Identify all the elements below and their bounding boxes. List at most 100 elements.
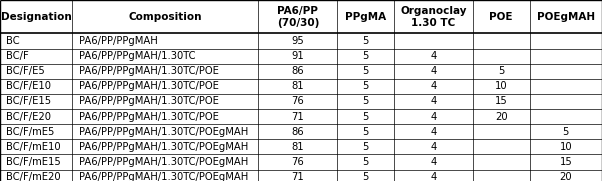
Text: PA6/PP/PPgMAH: PA6/PP/PPgMAH — [78, 36, 157, 46]
Text: 20: 20 — [495, 112, 507, 122]
Text: 20: 20 — [559, 172, 572, 181]
Text: BC/F/mE10: BC/F/mE10 — [6, 142, 61, 152]
Bar — [473, 0, 530, 33]
Text: BC/F/E15: BC/F/E15 — [6, 96, 51, 106]
Bar — [72, 94, 258, 109]
Text: 5: 5 — [362, 127, 369, 137]
Bar — [337, 64, 394, 79]
Bar — [337, 33, 394, 49]
Bar — [72, 79, 258, 94]
Bar — [473, 170, 530, 181]
Bar — [258, 94, 337, 109]
Text: 5: 5 — [498, 66, 504, 76]
Bar — [337, 49, 394, 64]
Text: PA6/PP/PPgMAH/1.30TC/POE: PA6/PP/PPgMAH/1.30TC/POE — [78, 81, 219, 91]
Bar — [530, 0, 602, 33]
Text: 76: 76 — [291, 96, 304, 106]
Bar — [394, 170, 473, 181]
Bar — [473, 139, 530, 154]
Text: PA6/PP/PPgMAH/1.30TC/POE: PA6/PP/PPgMAH/1.30TC/POE — [78, 112, 219, 122]
Bar — [258, 0, 337, 33]
Bar — [337, 0, 394, 33]
Bar — [337, 139, 394, 154]
Text: 4: 4 — [430, 66, 436, 76]
Text: Composition: Composition — [129, 12, 202, 22]
Bar — [258, 139, 337, 154]
Text: BC/F/mE20: BC/F/mE20 — [6, 172, 61, 181]
Bar — [394, 124, 473, 139]
Text: 10: 10 — [559, 142, 572, 152]
Bar — [72, 154, 258, 170]
Text: 86: 86 — [291, 66, 304, 76]
Text: 5: 5 — [362, 96, 369, 106]
Text: 4: 4 — [430, 112, 436, 122]
Bar — [72, 0, 258, 33]
Text: 5: 5 — [362, 81, 369, 91]
Bar — [0, 154, 72, 170]
Text: 15: 15 — [559, 157, 572, 167]
Bar — [72, 109, 258, 124]
Text: 4: 4 — [430, 127, 436, 137]
Bar — [394, 139, 473, 154]
Text: 5: 5 — [362, 142, 369, 152]
Text: PA6/PP/PPgMAH/1.30TC/POEgMAH: PA6/PP/PPgMAH/1.30TC/POEgMAH — [78, 157, 248, 167]
Text: 5: 5 — [362, 172, 369, 181]
Text: PA6/PP/PPgMAH/1.30TC: PA6/PP/PPgMAH/1.30TC — [78, 51, 195, 61]
Text: BC/F/mE15: BC/F/mE15 — [6, 157, 61, 167]
Bar — [530, 94, 602, 109]
Bar — [530, 33, 602, 49]
Bar — [337, 170, 394, 181]
Text: 5: 5 — [362, 112, 369, 122]
Bar — [530, 109, 602, 124]
Bar — [473, 64, 530, 79]
Text: POEgMAH: POEgMAH — [537, 12, 595, 22]
Bar — [72, 139, 258, 154]
Text: PA6/PP/PPgMAH/1.30TC/POEgMAH: PA6/PP/PPgMAH/1.30TC/POEgMAH — [78, 127, 248, 137]
Bar — [72, 124, 258, 139]
Bar — [530, 124, 602, 139]
Bar — [394, 79, 473, 94]
Text: BC/F/E10: BC/F/E10 — [6, 81, 51, 91]
Text: 95: 95 — [291, 36, 304, 46]
Bar — [0, 94, 72, 109]
Bar — [473, 109, 530, 124]
Bar — [394, 49, 473, 64]
Bar — [258, 109, 337, 124]
Bar — [530, 64, 602, 79]
Bar — [530, 154, 602, 170]
Bar — [72, 170, 258, 181]
Text: 5: 5 — [362, 51, 369, 61]
Text: 4: 4 — [430, 157, 436, 167]
Bar — [337, 109, 394, 124]
Text: 5: 5 — [362, 66, 369, 76]
Bar — [0, 124, 72, 139]
Text: BC/F: BC/F — [6, 51, 29, 61]
Text: 81: 81 — [291, 142, 304, 152]
Text: BC/F/E5: BC/F/E5 — [6, 66, 45, 76]
Bar — [473, 79, 530, 94]
Text: PA6/PP
(70/30): PA6/PP (70/30) — [277, 6, 319, 28]
Bar — [0, 0, 72, 33]
Bar — [0, 49, 72, 64]
Text: 76: 76 — [291, 157, 304, 167]
Bar — [258, 154, 337, 170]
Bar — [337, 154, 394, 170]
Bar — [473, 154, 530, 170]
Bar — [530, 49, 602, 64]
Text: 4: 4 — [430, 142, 436, 152]
Bar — [258, 33, 337, 49]
Text: 81: 81 — [291, 81, 304, 91]
Text: 10: 10 — [495, 81, 507, 91]
Bar — [473, 94, 530, 109]
Text: PA6/PP/PPgMAH/1.30TC/POE: PA6/PP/PPgMAH/1.30TC/POE — [78, 96, 219, 106]
Bar — [258, 49, 337, 64]
Bar — [394, 0, 473, 33]
Text: POE: POE — [489, 12, 513, 22]
Text: 5: 5 — [362, 36, 369, 46]
Text: 4: 4 — [430, 96, 436, 106]
Bar — [394, 109, 473, 124]
Bar — [258, 124, 337, 139]
Text: Organoclay
1.30 TC: Organoclay 1.30 TC — [400, 6, 467, 28]
Text: 5: 5 — [562, 127, 569, 137]
Bar — [473, 49, 530, 64]
